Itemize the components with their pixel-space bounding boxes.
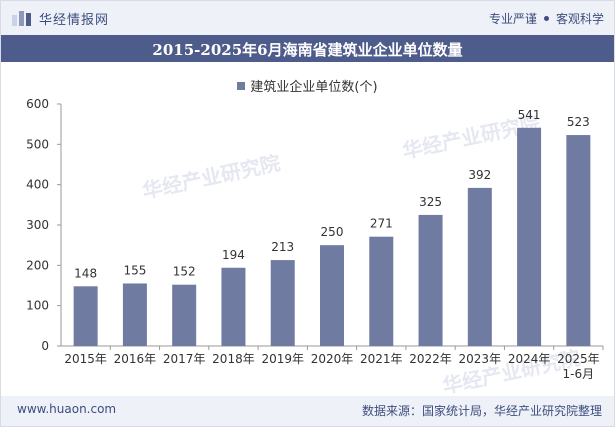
chart-legend: 建筑业企业单位数(个) [1,76,614,95]
bar-value-label: 213 [271,240,294,254]
y-tick-label: 400 [26,178,49,192]
x-tick-label: 2024年 [508,352,551,366]
bar [418,214,443,346]
bar-value-label: 271 [370,217,393,231]
x-tick-label: 2017年 [163,352,206,366]
bar-value-label: 325 [419,195,442,209]
x-tick-label: 2015年 [64,352,107,366]
bar-value-label: 523 [567,115,590,129]
y-tick-label: 500 [26,137,49,151]
legend-swatch [237,82,246,90]
bar [221,267,246,346]
y-tick-label: 100 [26,299,49,313]
bar-value-label: 541 [518,108,541,122]
bar-value-label: 392 [468,168,491,182]
y-tick-label: 300 [26,218,49,232]
tag-list: 专业严谨 客观科学 [489,10,604,27]
x-tick-label: 2021年 [360,352,403,366]
x-tick-label: 2023年 [459,352,502,366]
x-tick-label: 2019年 [261,352,304,366]
top-bar: 华经情报网 专业严谨 客观科学 [1,1,614,35]
x-tick-label: 2016年 [114,352,157,366]
tag-separator-icon [543,16,549,21]
bar [270,260,295,346]
bar-value-label: 148 [74,266,97,280]
footer-bar: www.huaon.com 数据来源：国家统计局，华经产业研究院整理 [1,396,614,426]
x-tick-label: 2018年 [212,352,255,366]
bar-chart: 0 100 200 300 400 500 600 148 2015年 155 2016年 152 20… [26,97,604,381]
y-tick-label: 200 [26,258,49,272]
tag-objective: 客观科学 [555,12,604,26]
bar [566,135,591,346]
footer-source: 数据来源：国家统计局，华经产业研究院整理 [361,404,602,418]
y-tick-label: 600 [26,97,49,111]
bar [517,127,542,347]
y-tick-label: 0 [41,339,49,353]
bar [467,187,492,346]
brand-logo-icon [12,11,31,26]
footer-site: www.huaon.com [17,402,117,416]
bar [172,284,197,346]
bar [122,283,147,346]
chart-title: 2015-2025年6月海南省建筑业企业单位数量 [152,41,463,59]
x-tick-label: 2022年 [409,352,452,366]
tag-rigorous: 专业严谨 [488,12,537,26]
brand: 华经情报网 [11,8,109,28]
x-tick-label: 2020年 [311,352,354,366]
bar [73,286,98,346]
legend-label: 建筑业企业单位数(个) [250,80,378,95]
brand-name: 华经情报网 [39,12,110,28]
bar [320,245,344,346]
bar-value-label: 155 [123,263,146,277]
x-tick-label: 2025年 1-6月 [557,352,600,381]
bar [369,236,394,346]
bar-value-label: 194 [222,248,245,262]
bar-value-label: 250 [321,225,344,239]
title-bar: 2015-2025年6月海南省建筑业企业单位数量 [1,35,614,62]
bar-value-label: 152 [173,265,196,279]
